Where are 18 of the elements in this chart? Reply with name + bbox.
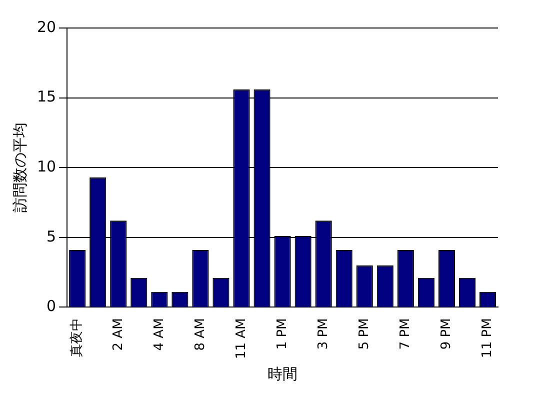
x-tick-label: 2 AM bbox=[110, 318, 126, 351]
y-tick-label: 10 bbox=[36, 158, 56, 176]
x-tick-label: 7 PM bbox=[398, 318, 414, 350]
y-tick-label: 0 bbox=[46, 297, 56, 316]
y-axis-title: 訪問数の平均 bbox=[10, 122, 29, 213]
y-tick-label: 20 bbox=[36, 18, 56, 36]
x-tick-label: 8 AM bbox=[192, 318, 208, 351]
x-tick-label: 11 AM bbox=[234, 318, 249, 360]
x-tick-label: 4 AM bbox=[152, 318, 167, 351]
y-tick-label: 15 bbox=[36, 88, 56, 106]
y-tick-label: 5 bbox=[46, 227, 56, 246]
x-tick-label: 5 PM bbox=[356, 318, 372, 350]
x-tick-label: 11 PM bbox=[480, 318, 496, 358]
x-tick-label: 1 PM bbox=[274, 318, 290, 350]
x-tick-label: 真夜中 bbox=[68, 318, 85, 358]
x-tick-label: 9 PM bbox=[439, 318, 454, 350]
x-tick-label: 3 PM bbox=[316, 318, 331, 350]
x-axis-title: 時間 bbox=[268, 364, 298, 383]
